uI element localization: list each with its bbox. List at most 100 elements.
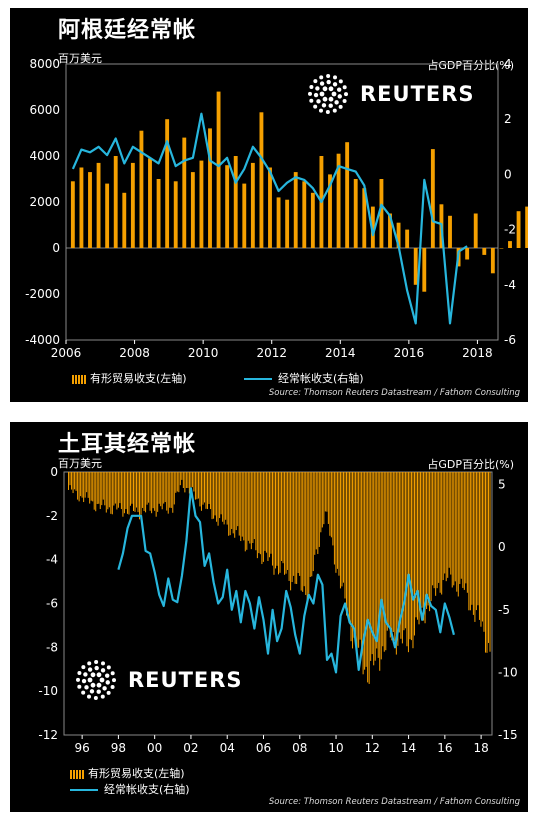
right-tick-label: 2 bbox=[504, 112, 512, 126]
trade-balance-bar bbox=[262, 472, 264, 562]
right-axis-unit: 占GDP百分比(%) bbox=[427, 59, 514, 72]
trade-balance-bar bbox=[296, 472, 298, 584]
trade-balance-bar bbox=[336, 153, 341, 248]
trade-balance-bar bbox=[78, 472, 80, 502]
trade-balance-bar bbox=[345, 142, 350, 248]
x-tick-label: 2018 bbox=[462, 346, 493, 360]
trade-balance-bar bbox=[86, 472, 88, 493]
current-account-line bbox=[117, 487, 455, 674]
x-tick-label: 04 bbox=[220, 741, 235, 755]
trade-balance-bar bbox=[79, 167, 84, 248]
trade-balance-bar bbox=[259, 472, 261, 555]
x-tick-label: 2012 bbox=[256, 346, 287, 360]
left-tick-label: -4 bbox=[46, 553, 58, 567]
reuters-logo-text: REUTERS bbox=[128, 668, 243, 692]
trade-balance-bar bbox=[398, 472, 400, 633]
trade-balance-bar bbox=[396, 222, 401, 248]
legend-line-entry: 经常帐收支(右轴) bbox=[244, 370, 364, 386]
logo-dot bbox=[326, 74, 331, 79]
trade-balance-bar bbox=[400, 472, 402, 639]
trade-balance-bar bbox=[329, 472, 331, 536]
trade-balance-bar bbox=[288, 472, 290, 581]
trade-balance-bar bbox=[306, 472, 308, 604]
trade-balance-bar bbox=[439, 472, 441, 593]
trade-balance-bar bbox=[234, 472, 236, 538]
trade-balance-bar bbox=[139, 130, 144, 248]
trade-balance-bar bbox=[422, 248, 427, 292]
trade-balance-bar bbox=[471, 472, 473, 605]
logo-dot bbox=[90, 682, 96, 688]
trade-balance-bar bbox=[139, 472, 141, 520]
trade-balance-bar bbox=[152, 472, 154, 509]
trade-balance-bar bbox=[386, 472, 388, 631]
trade-balance-bar bbox=[433, 472, 435, 589]
trade-balance-bar bbox=[81, 472, 83, 498]
trade-balance-bar bbox=[161, 472, 163, 510]
logo-dot bbox=[322, 96, 328, 102]
left-tick-label: -4000 bbox=[25, 333, 60, 347]
trade-balance-bar bbox=[80, 472, 82, 497]
trade-balance-bar bbox=[421, 472, 423, 608]
legend-bar-swatch bbox=[70, 769, 84, 779]
trade-balance-bar bbox=[338, 472, 340, 576]
trade-balance-bar bbox=[358, 472, 360, 648]
left-tick-label: -6 bbox=[46, 597, 58, 611]
legend-bar-entry: 有形贸易收支(左轴) bbox=[72, 370, 187, 386]
trade-balance-bar bbox=[285, 199, 290, 248]
trade-balance-bar bbox=[235, 472, 237, 531]
trade-balance-bar bbox=[499, 248, 504, 249]
trade-balance-bar bbox=[229, 472, 231, 536]
trade-balance-bar bbox=[460, 472, 462, 579]
trade-balance-bar bbox=[256, 472, 258, 559]
trade-balance-bar bbox=[116, 472, 118, 510]
trade-balance-bar bbox=[353, 472, 355, 638]
trade-balance-bar bbox=[490, 248, 495, 274]
logo-dot bbox=[106, 665, 111, 670]
x-tick-label: 2008 bbox=[119, 346, 150, 360]
legend-line-swatch bbox=[70, 789, 98, 791]
trade-balance-bar bbox=[305, 472, 307, 595]
trade-balance-bar bbox=[456, 472, 458, 592]
trade-balance-bar bbox=[478, 472, 480, 620]
left-tick-label: 8000 bbox=[29, 57, 60, 71]
turkey-chart-svg: -12 -10 -8 -6 -4 -2 0 -15 -10 -5 0 5 96 98 00 02 04 06 08 1… bbox=[38, 465, 517, 755]
logo-dot bbox=[96, 682, 102, 688]
logo-dot bbox=[94, 665, 99, 671]
trade-balance-bar bbox=[287, 472, 289, 570]
legend-line-swatch bbox=[244, 378, 272, 380]
trade-balance-bar bbox=[101, 472, 103, 506]
logo-dot bbox=[337, 94, 342, 99]
trade-balance-bar bbox=[163, 472, 165, 504]
trade-balance-bar bbox=[459, 472, 461, 584]
logo-dot bbox=[77, 670, 82, 675]
left-tick-label: 0 bbox=[52, 241, 60, 255]
trade-balance-bar bbox=[327, 472, 329, 524]
trade-balance-bar bbox=[380, 472, 382, 660]
reuters-logo-dots-icon bbox=[308, 74, 348, 114]
trade-balance-bar bbox=[72, 472, 74, 494]
trade-balance-bar bbox=[276, 197, 281, 248]
trade-balance-bar bbox=[176, 472, 178, 492]
trade-balance-bar bbox=[352, 472, 354, 649]
trade-balance-bar bbox=[120, 472, 122, 510]
trade-balance-bar bbox=[410, 472, 412, 641]
trade-balance-bar bbox=[255, 472, 257, 551]
trade-balance-bar bbox=[302, 472, 304, 592]
logo-dot bbox=[334, 100, 339, 105]
logo-dot bbox=[319, 81, 325, 86]
trade-balance-bar bbox=[75, 472, 77, 491]
x-tick-label: 2016 bbox=[394, 346, 425, 360]
trade-balance-bar bbox=[110, 472, 112, 514]
trade-balance-bar bbox=[382, 472, 384, 647]
trade-balance-bar bbox=[111, 472, 113, 515]
right-tick-label: -2 bbox=[504, 223, 516, 237]
trade-balance-bar bbox=[216, 91, 221, 248]
logo-dot bbox=[338, 104, 343, 109]
legend-line-entry: 经常帐收支(右轴) bbox=[70, 781, 190, 797]
trade-balance-bar bbox=[447, 472, 449, 578]
logo-dot bbox=[86, 694, 91, 699]
trade-balance-bar bbox=[181, 472, 183, 480]
trade-balance-bar bbox=[469, 472, 471, 611]
trade-balance-bar bbox=[243, 472, 245, 541]
trade-balance-bar bbox=[225, 165, 230, 248]
